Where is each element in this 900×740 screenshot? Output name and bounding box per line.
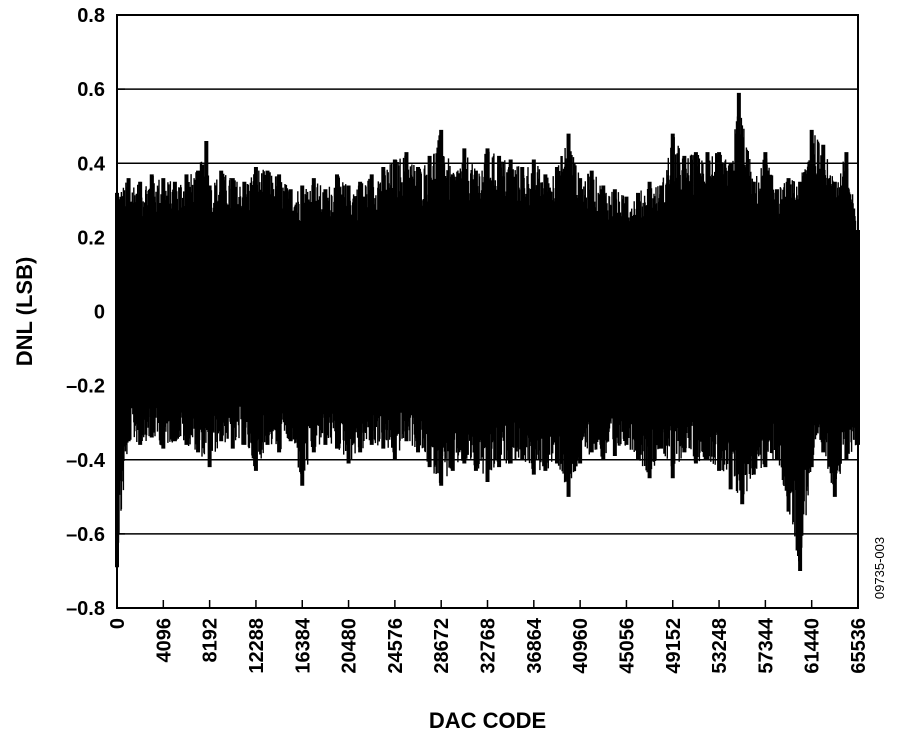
x-axis-title: DAC CODE — [429, 708, 546, 733]
x-tick-label: 57344 — [755, 617, 777, 673]
x-tick-label: 49152 — [663, 618, 685, 674]
y-axis-title: DNL (LSB) — [12, 257, 37, 367]
y-axis-ticks: 0.8 0.6 0.4 0.2 0 –0.2 –0.4 –0.6 –0.8 — [66, 5, 125, 620]
y-tick-label: 0.8 — [77, 5, 105, 27]
x-tick-label: 24576 — [385, 618, 407, 674]
x-axis-ticks: 0 4096 8192 12288 16384 20480 24576 28672 32768 3… — [107, 600, 870, 674]
x-tick-label: 8192 — [200, 618, 222, 663]
x-tick-label: 45056 — [616, 618, 638, 674]
x-tick-label: 32768 — [478, 618, 500, 674]
y-tick-label: –0.8 — [66, 598, 105, 620]
x-tick-label: 0 — [107, 618, 129, 629]
y-tick-label: 0.4 — [77, 153, 106, 175]
x-tick-label: 65536 — [848, 618, 870, 674]
x-tick-label: 4096 — [153, 618, 175, 663]
y-tick-label: 0 — [94, 302, 105, 324]
dnl-trace — [115, 92, 860, 571]
x-tick-label: 40960 — [570, 618, 592, 674]
x-tick-label: 20480 — [339, 618, 361, 674]
figure-id: 09735-003 — [872, 537, 887, 599]
x-tick-label: 12288 — [246, 618, 268, 674]
x-tick-label: 16384 — [292, 617, 314, 673]
x-tick-label: 28672 — [431, 618, 453, 674]
x-tick-label: 36864 — [524, 617, 546, 673]
x-tick-label: 53248 — [709, 618, 731, 674]
x-tick-label: 61440 — [802, 618, 824, 674]
y-tick-label: –0.4 — [66, 450, 106, 472]
y-tick-label: 0.2 — [77, 227, 105, 249]
y-tick-label: –0.2 — [66, 376, 105, 398]
y-tick-label: 0.6 — [77, 79, 105, 101]
y-tick-label: –0.6 — [66, 524, 105, 546]
